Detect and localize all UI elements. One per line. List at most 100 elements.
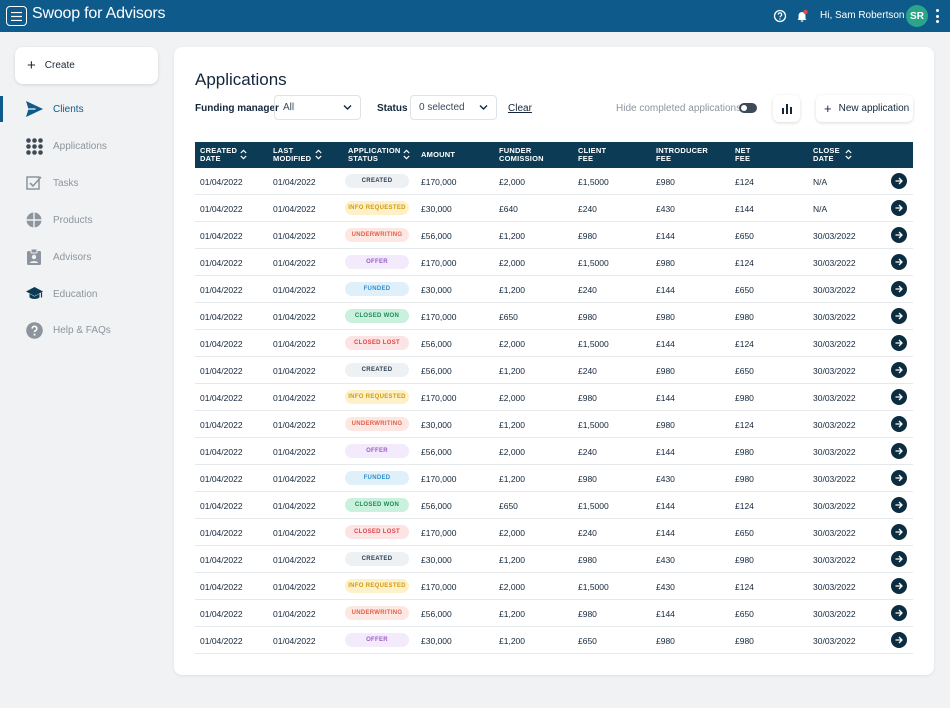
open-row-button[interactable] bbox=[891, 173, 907, 189]
avatar[interactable]: SR bbox=[906, 5, 928, 27]
sidebar-item-advisors[interactable]: Advisors bbox=[0, 242, 165, 272]
open-row-button[interactable] bbox=[891, 551, 907, 567]
chevron-down-icon bbox=[479, 105, 488, 110]
open-row-button[interactable] bbox=[891, 308, 907, 324]
arrow-right-icon bbox=[895, 312, 903, 320]
bar-chart-icon bbox=[781, 103, 792, 114]
table-row[interactable]: 01/04/2022 01/04/2022 CLOSED LOST £56,000 £2… bbox=[195, 330, 913, 357]
funding-manager-label: Funding manager bbox=[195, 103, 279, 114]
cell-amount: £170,000 bbox=[421, 312, 457, 322]
table-row[interactable]: 01/04/2022 01/04/2022 CREATED £30,000 £1,200… bbox=[195, 546, 913, 573]
sort-icon[interactable] bbox=[403, 149, 410, 160]
cell-client-fee: £1,5000 bbox=[578, 177, 609, 187]
cell-net-fee: £650 bbox=[735, 285, 754, 295]
menu-icon[interactable] bbox=[6, 6, 27, 26]
open-row-button[interactable] bbox=[891, 362, 907, 378]
table-row[interactable]: 01/04/2022 01/04/2022 CLOSED LOST £170,000 £… bbox=[195, 519, 913, 546]
column-header-close-date[interactable]: CLOSE DATE bbox=[813, 146, 852, 163]
sidebar-item-applications[interactable]: Applications bbox=[0, 131, 165, 161]
table-row[interactable]: 01/04/2022 01/04/2022 FUNDED £30,000 £1,200 £… bbox=[195, 276, 913, 303]
open-row-button[interactable] bbox=[891, 281, 907, 297]
cell-last-modified: 01/04/2022 bbox=[273, 339, 316, 349]
create-button[interactable]: + Create bbox=[15, 47, 158, 84]
sort-icon[interactable] bbox=[315, 149, 322, 160]
arrow-right-icon bbox=[895, 393, 903, 401]
column-header-application-status[interactable]: APPLICATION STATUS bbox=[348, 147, 410, 163]
open-row-button[interactable] bbox=[891, 254, 907, 270]
clear-filters-link[interactable]: Clear bbox=[508, 103, 532, 114]
sidebar-item-products[interactable]: Products bbox=[0, 205, 165, 235]
table-row[interactable]: 01/04/2022 01/04/2022 INFO REQUESTED £170,0… bbox=[195, 384, 913, 411]
new-application-button[interactable]: + New application bbox=[816, 95, 913, 122]
chart-view-button[interactable] bbox=[773, 95, 800, 122]
cell-introducer-fee: £144 bbox=[656, 447, 675, 457]
cell-net-fee: £980 bbox=[735, 312, 754, 322]
cell-funder-comission: £1,200 bbox=[499, 231, 525, 241]
column-header-introducer-fee: INTRODUCER FEE bbox=[656, 147, 708, 163]
table-row[interactable]: 01/04/2022 01/04/2022 CLOSED WON £170,000 £6… bbox=[195, 303, 913, 330]
table-row[interactable]: 01/04/2022 01/04/2022 INFO REQUESTED £170,0… bbox=[195, 573, 913, 600]
table-row[interactable]: 01/04/2022 01/04/2022 FUNDED £170,000 £1,200… bbox=[195, 465, 913, 492]
sort-icon[interactable] bbox=[845, 149, 852, 160]
open-row-button[interactable] bbox=[891, 335, 907, 351]
status-badge: OFFER bbox=[345, 255, 409, 269]
table-row[interactable]: 01/04/2022 01/04/2022 OFFER £56,000 £2,000 £2… bbox=[195, 438, 913, 465]
open-row-button[interactable] bbox=[891, 389, 907, 405]
status-badge: OFFER bbox=[345, 633, 409, 647]
table-row[interactable]: 01/04/2022 01/04/2022 UNDERWRITING £56,000 £… bbox=[195, 600, 913, 627]
open-row-button[interactable] bbox=[891, 227, 907, 243]
status-badge: FUNDED bbox=[345, 282, 409, 296]
new-application-label: New application bbox=[838, 103, 910, 114]
sidebar-item-tasks[interactable]: Tasks bbox=[0, 168, 165, 198]
sort-icon[interactable] bbox=[240, 149, 247, 160]
cell-amount: £56,000 bbox=[421, 231, 452, 241]
open-row-button[interactable] bbox=[891, 470, 907, 486]
sidebar-item-education[interactable]: Education bbox=[0, 279, 165, 309]
table-row[interactable]: 01/04/2022 01/04/2022 CREATED £56,000 £1,200… bbox=[195, 357, 913, 384]
cell-amount: £170,000 bbox=[421, 177, 457, 187]
open-row-button[interactable] bbox=[891, 200, 907, 216]
arrow-right-icon bbox=[895, 420, 903, 428]
cell-net-fee: £980 bbox=[735, 447, 754, 457]
table-row[interactable]: 01/04/2022 01/04/2022 UNDERWRITING £56,000 £… bbox=[195, 222, 913, 249]
cell-close-date: 30/03/2022 bbox=[813, 609, 856, 619]
table-row[interactable]: 01/04/2022 01/04/2022 UNDERWRITING £30,000 £… bbox=[195, 411, 913, 438]
column-header-line: CLIENT bbox=[578, 146, 607, 155]
funding-manager-select[interactable]: All bbox=[274, 95, 361, 120]
table-row[interactable]: 01/04/2022 01/04/2022 CLOSED WON £56,000 £65… bbox=[195, 492, 913, 519]
arrow-right-icon bbox=[895, 177, 903, 185]
status-select[interactable]: 0 selected bbox=[410, 95, 497, 120]
cell-amount: £170,000 bbox=[421, 582, 457, 592]
table-row[interactable]: 01/04/2022 01/04/2022 OFFER £30,000 £1,200 £6… bbox=[195, 627, 913, 654]
open-row-button[interactable] bbox=[891, 632, 907, 648]
open-row-button[interactable] bbox=[891, 578, 907, 594]
bell-icon[interactable] bbox=[795, 9, 809, 23]
open-row-button[interactable] bbox=[891, 605, 907, 621]
cell-funder-comission: £1,200 bbox=[499, 636, 525, 646]
sidebar-item-clients[interactable]: Clients bbox=[0, 94, 165, 124]
cell-last-modified: 01/04/2022 bbox=[273, 582, 316, 592]
open-row-button[interactable] bbox=[891, 416, 907, 432]
open-row-button[interactable] bbox=[891, 497, 907, 513]
hide-completed-toggle[interactable] bbox=[739, 103, 757, 113]
table-row[interactable]: 01/04/2022 01/04/2022 OFFER £170,000 £2,000 £… bbox=[195, 249, 913, 276]
kebab-icon[interactable] bbox=[935, 9, 939, 23]
table-row[interactable]: 01/04/2022 01/04/2022 CREATED £170,000 £2,00… bbox=[195, 168, 913, 195]
cell-client-fee: £650 bbox=[578, 636, 597, 646]
cell-funder-comission: £1,200 bbox=[499, 474, 525, 484]
arrow-right-icon bbox=[895, 285, 903, 293]
open-row-button[interactable] bbox=[891, 443, 907, 459]
table-row[interactable]: 01/04/2022 01/04/2022 INFO REQUESTED £30,00… bbox=[195, 195, 913, 222]
open-row-button[interactable] bbox=[891, 524, 907, 540]
column-header-line: CLOSE bbox=[813, 146, 840, 155]
sidebar-item-label: Clients bbox=[53, 103, 84, 115]
cell-created-date: 01/04/2022 bbox=[200, 285, 243, 295]
help-icon[interactable] bbox=[773, 9, 787, 23]
column-header-last-modified[interactable]: LAST MODIFIED bbox=[273, 147, 322, 163]
cell-introducer-fee: £144 bbox=[656, 609, 675, 619]
cell-client-fee: £980 bbox=[578, 609, 597, 619]
column-header-line: CREATED bbox=[200, 146, 238, 155]
sidebar-item-help[interactable]: Help & FAQs bbox=[0, 315, 165, 345]
cell-funder-comission: £1,200 bbox=[499, 285, 525, 295]
column-header-created-date[interactable]: CREATED DATE bbox=[200, 146, 247, 163]
